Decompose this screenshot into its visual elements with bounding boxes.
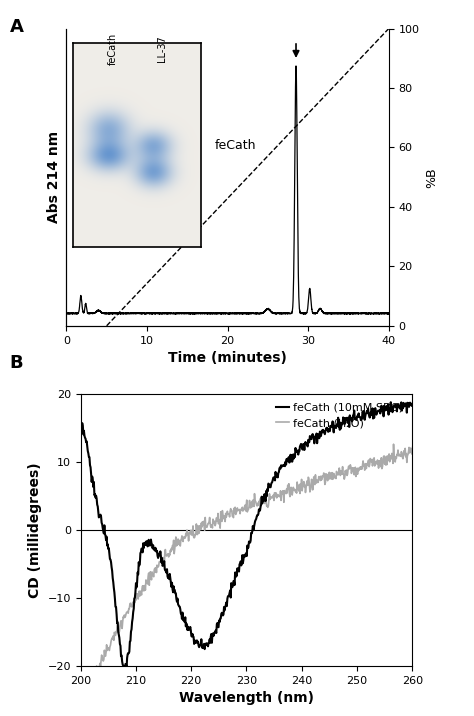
feCath (H₂O) bbox=[164, 552, 169, 561]
feCath (H₂O) bbox=[78, 663, 83, 672]
feCath (10mM SDS) bbox=[300, 445, 306, 454]
feCath (10mM SDS) bbox=[328, 422, 334, 431]
feCath (H₂O) bbox=[137, 591, 143, 600]
Legend: feCath (10mM SDS), feCath (H₂O): feCath (10mM SDS), feCath (H₂O) bbox=[273, 400, 407, 432]
X-axis label: Time (minutes): Time (minutes) bbox=[168, 351, 287, 365]
Line: feCath (H₂O): feCath (H₂O) bbox=[81, 444, 412, 682]
Y-axis label: %B: %B bbox=[425, 167, 438, 188]
feCath (10mM SDS) bbox=[274, 471, 280, 480]
Text: A: A bbox=[9, 18, 23, 36]
feCath (H₂O) bbox=[391, 440, 396, 448]
Text: B: B bbox=[9, 354, 23, 372]
feCath (H₂O) bbox=[228, 507, 234, 516]
feCath (10mM SDS) bbox=[388, 398, 393, 407]
Text: LL-37: LL-37 bbox=[156, 36, 167, 62]
feCath (10mM SDS) bbox=[228, 579, 234, 587]
Line: feCath (10mM SDS): feCath (10mM SDS) bbox=[81, 402, 412, 670]
Text: feCath: feCath bbox=[108, 33, 118, 65]
feCath (H₂O) bbox=[328, 470, 334, 479]
Y-axis label: Abs 214 nm: Abs 214 nm bbox=[47, 131, 61, 223]
feCath (H₂O) bbox=[274, 493, 280, 502]
feCath (H₂O) bbox=[81, 677, 86, 686]
Y-axis label: CD (millidegrees): CD (millidegrees) bbox=[28, 462, 42, 598]
feCath (10mM SDS) bbox=[137, 559, 143, 568]
feCath (H₂O) bbox=[410, 443, 415, 452]
X-axis label: Wavelength (nm): Wavelength (nm) bbox=[179, 691, 314, 705]
feCath (10mM SDS) bbox=[164, 569, 169, 577]
feCath (10mM SDS) bbox=[78, 419, 83, 427]
Text: feCath: feCath bbox=[215, 140, 256, 153]
feCath (H₂O) bbox=[300, 482, 306, 490]
feCath (10mM SDS) bbox=[410, 400, 415, 408]
feCath (10mM SDS) bbox=[122, 666, 128, 674]
